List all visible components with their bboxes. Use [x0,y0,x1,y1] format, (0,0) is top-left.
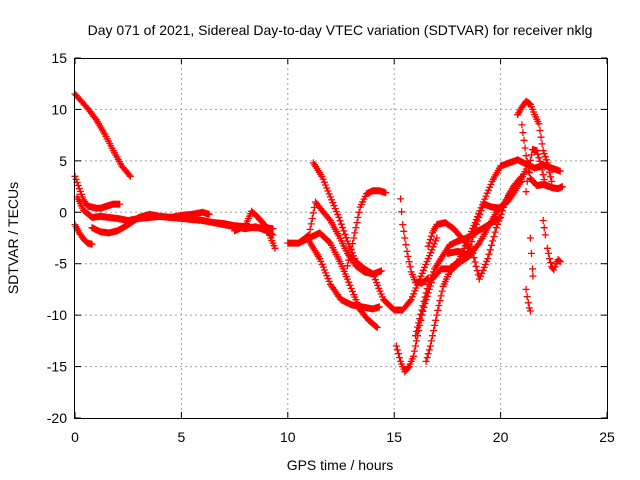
series-trace-24 [543,244,564,274]
series-trace-23 [526,234,537,280]
series-trace-7 [231,207,279,252]
series-trace-21 [518,121,553,191]
x-tick-label: 5 [178,429,186,445]
series-trace-13 [397,195,432,287]
data-point-markers [514,97,556,185]
y-tick-label: 10 [51,101,67,117]
x-axis-label: GPS time / hours [287,457,394,473]
data-point-markers [543,244,564,274]
y-tick-label: -10 [47,307,67,323]
x-tick-label: 15 [386,429,402,445]
data-point-markers [309,159,441,314]
data-point-markers [526,234,537,280]
series-trace-12 [343,187,390,270]
chart-title: Day 071 of 2021, Sidereal Day-to-day VTE… [88,22,593,38]
y-tick-label: -20 [47,410,67,426]
x-tick-label: 10 [280,429,296,445]
data-point-markers [522,285,534,315]
series-trace-18 [443,165,530,259]
series-trace-11 [309,159,441,314]
x-tick-label: 25 [599,429,615,445]
y-tick-label: -15 [47,359,67,375]
series-trace-9 [305,237,383,313]
y-tick-label: 5 [59,153,67,169]
data-point-markers [443,165,530,259]
y-tick-label: 0 [59,204,67,220]
data-point-markers [231,207,279,252]
data-point-markers [305,237,383,313]
series-trace-25 [539,217,549,239]
x-tick-label: 0 [71,429,79,445]
series-trace-22 [522,285,534,315]
data-series [71,90,566,376]
plot-frame [74,58,608,419]
y-axis-label: SDTVAR / TECUs [5,182,21,294]
y-tick-label: 15 [51,50,67,66]
data-point-markers [539,217,549,239]
x-tick-label: 20 [493,429,509,445]
y-tick-label: -5 [55,256,68,272]
data-point-markers [343,187,390,270]
data-point-markers [397,195,432,287]
series-trace-19 [514,97,556,185]
data-point-markers [518,121,553,191]
axis-ticks: 0 5 10 15 20 25 -20 -15 -10 -5 0 5 10 15 [47,50,615,445]
